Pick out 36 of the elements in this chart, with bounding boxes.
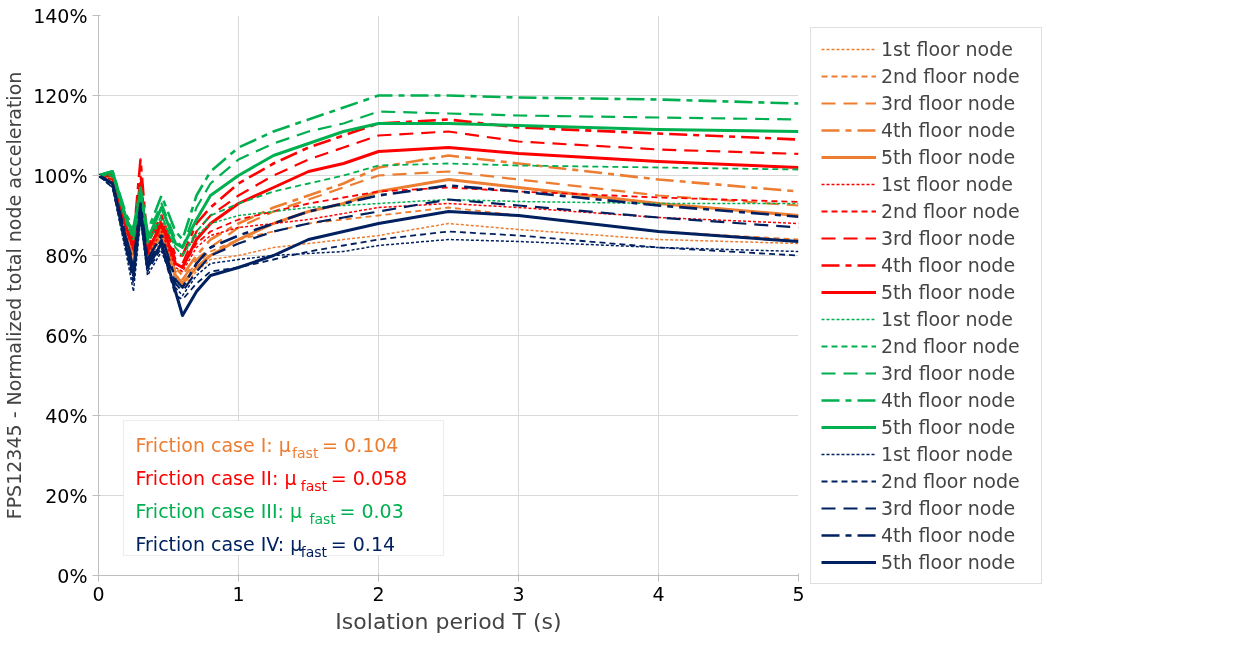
y-tick-label: 120% xyxy=(33,84,88,107)
y-tick-label: 20% xyxy=(45,484,88,507)
legend-label: 4th floor node xyxy=(881,254,1017,276)
y-tick-label: 60% xyxy=(45,324,88,347)
legend-label: 1st floor node xyxy=(881,173,1014,195)
legend-label: 2nd floor node xyxy=(881,65,1021,87)
x-tick-label: 0 xyxy=(92,582,105,605)
legend-label: 3rd floor node xyxy=(881,92,1017,114)
legend-label: 5th floor node xyxy=(881,551,1017,573)
x-tick-label: 3 xyxy=(512,582,525,605)
legend-label: 5th floor node xyxy=(881,281,1017,303)
y-tick-label: 140% xyxy=(33,4,88,27)
y-tick-label: 40% xyxy=(45,404,88,427)
x-tick-label: 2 xyxy=(372,582,385,605)
legend-label: 5th floor node xyxy=(881,416,1017,438)
legend-label: 3rd floor node xyxy=(881,227,1017,249)
x-tick-label: 1 xyxy=(232,582,245,605)
legend-label: 1st floor node xyxy=(881,443,1014,465)
legend-label: 2nd floor node xyxy=(881,200,1021,222)
x-tick-label: 4 xyxy=(652,582,665,605)
x-axis-title: Isolation period T (s) xyxy=(335,608,562,634)
legend-label: 2nd floor node xyxy=(881,335,1021,357)
legend-label: 5th floor node xyxy=(881,146,1017,168)
y-tick-label: 80% xyxy=(45,244,88,267)
y-tick-label: 0% xyxy=(57,564,88,587)
legend-label: 1st floor node xyxy=(881,38,1014,60)
legend-label: 4th floor node xyxy=(881,119,1017,141)
x-tick-label: 5 xyxy=(792,582,805,605)
legend-label: 3rd floor node xyxy=(881,362,1017,384)
legend-label: 1st floor node xyxy=(881,308,1014,330)
legend-label: 4th floor node xyxy=(881,524,1017,546)
legend-label: 2nd floor node xyxy=(881,470,1021,492)
y-axis-title: FPS12345 - Normalized total node acceleration xyxy=(3,71,26,520)
legend-label: 3rd floor node xyxy=(881,497,1017,519)
legend-label: 4th floor node xyxy=(881,389,1017,411)
y-tick-label: 100% xyxy=(33,164,88,187)
